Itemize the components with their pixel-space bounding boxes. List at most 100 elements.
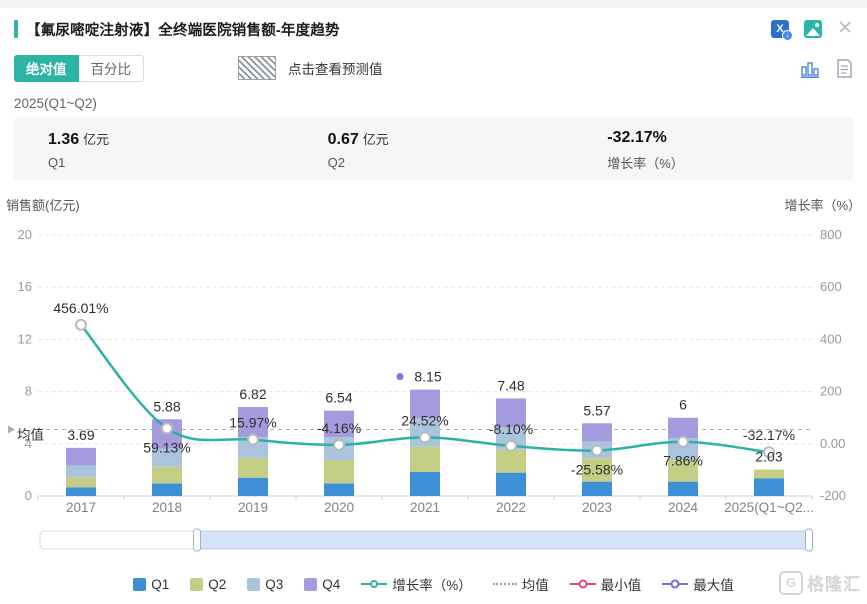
legend-item-mean[interactable]: 均值 (492, 574, 549, 594)
bar-segment-2023-Q2[interactable] (582, 458, 612, 482)
growth-point-2023[interactable] (591, 444, 603, 457)
legend-mean-label: 均值 (521, 578, 549, 593)
title-accent-bar (14, 20, 18, 38)
save-image-icon[interactable] (804, 20, 823, 38)
bar-segment-2024-Q2[interactable] (668, 459, 698, 482)
bar-segment-2025-Q1[interactable] (754, 478, 784, 496)
excel-export-icon[interactable]: X ↓ (771, 20, 794, 41)
chart-area: 20 800 16 600 12 400 8 200 4 0.00 0 -200 销售额(亿元) 增长率（… (0, 195, 867, 555)
legend-min-label: 最小值 (600, 578, 642, 593)
absolute-value-button[interactable]: 绝对值 (14, 54, 79, 82)
stat-q2-unit: 亿元 (362, 132, 389, 147)
legend-item-q2[interactable]: Q2 (190, 577, 226, 592)
bar-segment-2018-Q3[interactable] (152, 448, 182, 467)
legend-growth-rate-label: 增长率（%） (392, 578, 472, 593)
bar-segment-2020-Q1[interactable] (324, 483, 354, 496)
bar-segment-2023-Q4[interactable] (582, 423, 612, 442)
bar-segment-2020-Q2[interactable] (324, 459, 354, 484)
bar-total-label: 6.82 (239, 386, 266, 402)
growth-point-2022[interactable] (505, 439, 517, 452)
legend-item-max[interactable]: 最大值 (662, 574, 734, 594)
growth-point-2021[interactable] (419, 431, 431, 444)
bar-segment-2021-Q4[interactable] (410, 389, 440, 419)
growth-point-2024[interactable] (677, 435, 689, 448)
right-axis-tick: 400 (820, 331, 842, 346)
bar-segment-2024-Q4[interactable] (668, 417, 698, 439)
legend-item-q3[interactable]: Q3 (247, 577, 283, 592)
legend-item-min[interactable]: 最小值 (569, 574, 642, 594)
growth-point-2019[interactable] (247, 433, 259, 446)
gelonghui-logo-icon: G (779, 570, 803, 595)
zoom-handle-right[interactable] (805, 528, 813, 552)
bar-segment-2021-Q2[interactable] (410, 446, 440, 472)
legend-item-growth-rate[interactable]: 增长率（%） (361, 574, 472, 594)
bar-segment-2024-Q1[interactable] (668, 481, 698, 496)
category-label: 2018 (152, 500, 182, 515)
right-axis-tick: 800 (820, 227, 842, 242)
bar-segment-2022-Q2[interactable] (496, 449, 526, 473)
period-label: 2025(Q1~Q2) (14, 96, 97, 111)
bar-segment-2022-Q1[interactable] (496, 472, 526, 496)
stat-growth-label: 增长率（%） (607, 156, 684, 171)
bar-segment-2021-Q1[interactable] (410, 471, 440, 496)
bar-segment-2019-Q2[interactable] (238, 457, 268, 478)
bar-segment-2019-Q3[interactable] (238, 437, 268, 458)
value-mode-toggle: 绝对值 百分比 (14, 54, 144, 82)
growth-rate-label: 456.01% (53, 300, 108, 316)
growth-rate-label: 15.97% (229, 415, 276, 431)
growth-rate-label: 7.86% (663, 453, 703, 469)
bar-segment-2017-Q1[interactable] (66, 487, 96, 496)
bar-segment-2018-Q1[interactable] (152, 483, 182, 496)
category-label: 2019 (238, 500, 268, 515)
bar-segment-2020-Q4[interactable] (324, 410, 354, 438)
header: 【氟尿嘧啶注射液】全终端医院销售额-年度趋势 X ↓ ✕ (14, 16, 853, 42)
growth-point-2017[interactable] (75, 318, 87, 331)
legend-q4-swatch-icon (304, 577, 318, 591)
zoom-selected-range[interactable] (196, 530, 811, 550)
stats-summary: 1.36 亿元 Q1 0.67 亿元 Q2 -32.17% 增长率（%） (14, 118, 853, 180)
bar-segment-2018-Q2[interactable] (152, 466, 182, 484)
zoom-handle-left[interactable] (193, 528, 201, 552)
percentage-button[interactable]: 百分比 (78, 54, 144, 82)
left-axis-tick: 8 (25, 384, 32, 399)
bar-segment-2022-Q4[interactable] (496, 398, 526, 427)
report-view-icon[interactable] (836, 58, 853, 78)
bar-total-label: 8.15 (414, 369, 441, 385)
growth-point-2018[interactable] (161, 422, 173, 435)
view-icons (800, 58, 853, 78)
left-axis-tick: 12 (18, 331, 32, 346)
legend-q4-label: Q4 (322, 576, 341, 592)
stat-growth-value: -32.17% (607, 129, 667, 146)
mean-line-label: 均值 (17, 427, 44, 442)
legend-q3-label: Q3 (265, 576, 284, 592)
growth-rate-label: -4.16% (317, 420, 361, 436)
max-value-dot-icon (396, 373, 404, 381)
bar-chart-view-icon[interactable] (800, 59, 820, 78)
growth-rate-label: 24.52% (401, 412, 448, 428)
growth-rate-label: -25.58% (571, 461, 623, 477)
category-label: 2020 (324, 500, 354, 515)
bar-segment-2019-Q1[interactable] (238, 477, 268, 496)
bar-segment-2017-Q4[interactable] (66, 447, 96, 466)
bar-segment-2024-Q3[interactable] (668, 438, 698, 460)
watermark-text: 格隆汇 (807, 575, 861, 594)
legend-item-q1[interactable]: Q1 (133, 577, 169, 592)
growth-point-2025[interactable] (763, 446, 775, 459)
legend-max-label: 最大值 (693, 578, 734, 593)
growth-point-2020[interactable] (333, 438, 345, 451)
bar-segment-2023-Q1[interactable] (582, 481, 612, 496)
bar-segment-2025-Q2[interactable] (754, 469, 784, 479)
right-axis-tick: 200 (820, 384, 842, 399)
right-axis-tick: -200 (820, 488, 846, 503)
legend-q2-swatch-icon (190, 577, 204, 591)
bar-segment-2017-Q2[interactable] (66, 477, 96, 488)
category-label: 2024 (668, 500, 699, 515)
left-axis-tick: 0 (25, 488, 32, 503)
bar-segment-2017-Q3[interactable] (66, 465, 96, 478)
bar-segment-2019-Q4[interactable] (238, 406, 268, 438)
bar-total-label: 6 (679, 397, 687, 413)
stat-q2: 0.67 亿元 Q2 (294, 118, 574, 180)
close-icon[interactable]: ✕ (837, 18, 853, 39)
forecast-hatch-swatch[interactable] (238, 56, 276, 80)
legend-item-q4[interactable]: Q4 (304, 577, 340, 592)
